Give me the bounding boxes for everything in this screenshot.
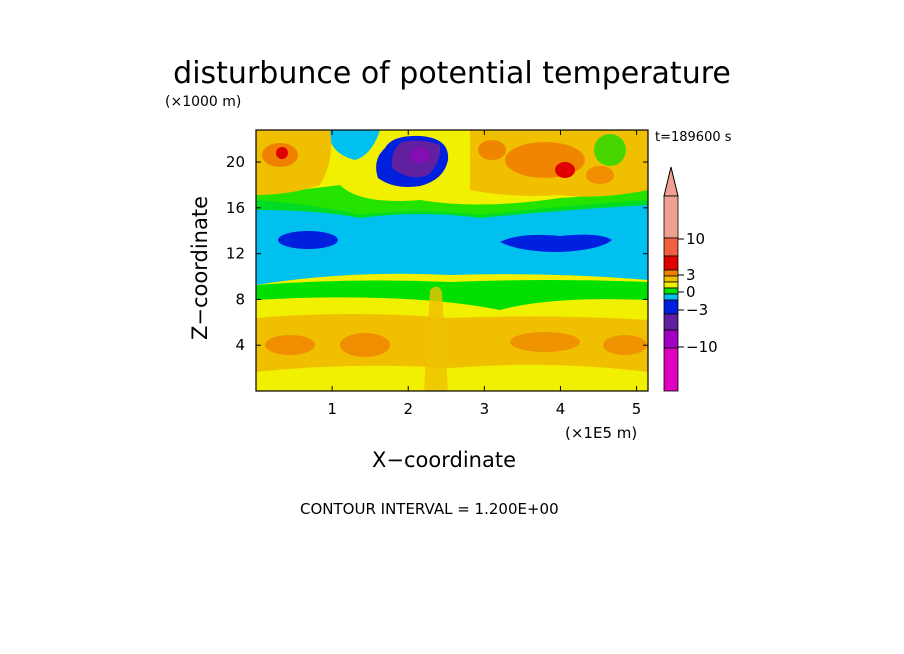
x-tick-label: 3 bbox=[480, 400, 490, 418]
colorbar-segment bbox=[663, 275, 679, 283]
x-ticks: 1 2 3 4 5 bbox=[327, 130, 641, 418]
x-tick-label: 5 bbox=[632, 400, 642, 418]
colorbar-segment bbox=[663, 237, 679, 257]
x-tick-label: 4 bbox=[556, 400, 566, 418]
y-ticks: 4 8 12 16 20 bbox=[226, 153, 648, 354]
colorbar-label: 0 bbox=[686, 283, 696, 301]
colorbar-segment bbox=[663, 281, 679, 289]
y-tick-label: 12 bbox=[226, 245, 245, 263]
x-tick-label: 2 bbox=[403, 400, 413, 418]
colorbar-segment bbox=[663, 195, 679, 239]
contour-interval-note: CONTOUR INTERVAL = 1.200E+00 bbox=[300, 500, 559, 518]
y-tick-label: 8 bbox=[235, 290, 245, 308]
colorbar-segment bbox=[663, 313, 679, 331]
colorbar-label: −3 bbox=[686, 301, 708, 319]
chart-title: disturbunce of potential temperature bbox=[173, 56, 731, 91]
time-stamp: t=189600 s bbox=[655, 130, 732, 145]
z-axis-unit: (×1000 m) bbox=[165, 94, 242, 110]
x-axis-unit: (×1E5 m) bbox=[565, 424, 638, 442]
y-tick-label: 4 bbox=[235, 336, 245, 354]
y-tick-label: 20 bbox=[226, 153, 245, 171]
colorbar-segment bbox=[663, 329, 679, 349]
colorbar-segment bbox=[663, 293, 679, 301]
colorbar-segment bbox=[663, 269, 679, 277]
colorbar-segment bbox=[663, 287, 679, 295]
colorbar-segment bbox=[663, 255, 679, 271]
colorbar-label: −10 bbox=[686, 338, 718, 356]
colorbar-label: 3 bbox=[686, 266, 696, 284]
x-tick-label: 1 bbox=[327, 400, 337, 418]
y-tick-label: 16 bbox=[226, 199, 245, 217]
colorbar: 10 30−3 −10 bbox=[663, 166, 718, 392]
colorbar-extend-arrow bbox=[663, 166, 679, 197]
colorbar-segment bbox=[663, 299, 679, 315]
contour-field bbox=[256, 130, 648, 391]
colorbar-segment bbox=[663, 347, 679, 392]
x-axis-label: X−coordinate bbox=[372, 448, 516, 472]
colorbar-label: 10 bbox=[686, 230, 705, 248]
plot-frame bbox=[255, 129, 649, 392]
